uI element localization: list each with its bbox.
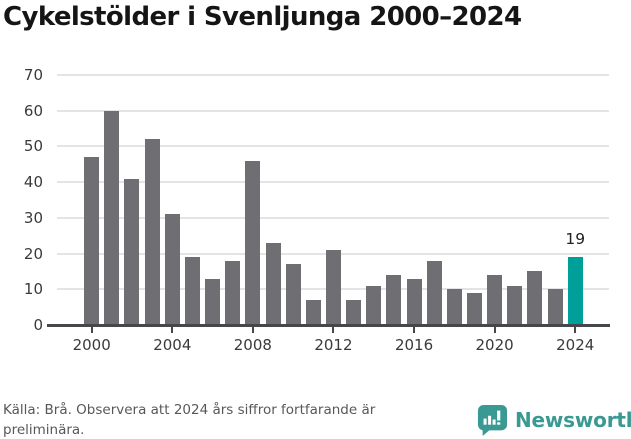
x-axis-tick-label: 2012 — [314, 336, 353, 354]
x-axis-tick-2000 — [90, 326, 93, 333]
bar-2005 — [184, 257, 200, 325]
bar-2009 — [265, 242, 281, 325]
x-axis-tick-label: 2008 — [233, 336, 272, 354]
gridline-y-50 — [57, 145, 609, 148]
bar-2003 — [144, 139, 160, 325]
bar-2015 — [386, 275, 402, 325]
bar-2020 — [487, 275, 503, 325]
x-axis-tick-label: 2016 — [394, 336, 434, 354]
y-axis-tick-label: 70 — [23, 66, 43, 84]
bar-2004 — [164, 214, 180, 325]
y-axis-tick-label: 50 — [23, 137, 43, 156]
bar-2002 — [124, 178, 140, 325]
bar-2016 — [406, 278, 422, 325]
gridline-y-40 — [57, 181, 609, 184]
bar-2010 — [285, 264, 301, 325]
gridline-y-30 — [57, 216, 609, 219]
bar-2001 — [104, 110, 120, 325]
y-axis-tick-label: 10 — [23, 280, 43, 299]
x-axis-tick-label: 2024 — [556, 336, 595, 354]
x-axis-tick-2008 — [251, 326, 254, 333]
bar-2012 — [325, 250, 341, 325]
x-axis-tick-2024 — [574, 326, 577, 333]
highlight-value-label: 19 — [565, 230, 586, 249]
x-axis-tick-2004 — [171, 326, 174, 333]
bar-2023 — [547, 289, 563, 325]
bar-2014 — [366, 285, 382, 325]
x-axis-tick-label: 2020 — [475, 336, 514, 354]
source-note: Källa: Brå. Observera att 2024 års siffr… — [3, 402, 376, 438]
chart-title: Cykelstölder i Svenljunga 2000–2024 — [3, 2, 522, 32]
bar-2000 — [84, 157, 100, 325]
gridline-y-70 — [57, 74, 609, 76]
y-axis-tick-label: 30 — [23, 208, 43, 227]
bar-2007 — [225, 260, 241, 325]
bar-2011 — [305, 300, 321, 325]
bar-2022 — [527, 271, 543, 325]
newsworthy-logo: Newsworthy — [477, 404, 631, 436]
newsworthy-speech-bubble-chart-icon — [477, 404, 508, 436]
bar-2008 — [245, 160, 261, 325]
x-axis-tick-2016 — [413, 326, 416, 333]
x-axis-tick-2012 — [332, 326, 335, 333]
y-axis-tick-label: 0 — [33, 316, 43, 334]
x-axis-tick-label: 2004 — [153, 336, 192, 354]
y-axis-tick-label: 20 — [23, 244, 43, 263]
newsworthy-logo-text: Newsworthy — [515, 408, 631, 432]
y-axis-tick-label: 40 — [23, 173, 43, 192]
gridline-y-60 — [57, 109, 609, 112]
bar-2006 — [205, 278, 221, 325]
bar-2021 — [507, 285, 523, 325]
bar-2013 — [346, 300, 362, 325]
y-axis-tick-label: 60 — [23, 101, 43, 120]
x-axis-tick-2020 — [493, 326, 496, 333]
bar-2019 — [466, 292, 482, 325]
x-axis-line — [47, 324, 610, 327]
bar-2017 — [426, 260, 442, 325]
bar-2018 — [446, 289, 462, 325]
bar-2024 — [567, 257, 583, 325]
x-axis-tick-label: 2000 — [72, 336, 111, 354]
